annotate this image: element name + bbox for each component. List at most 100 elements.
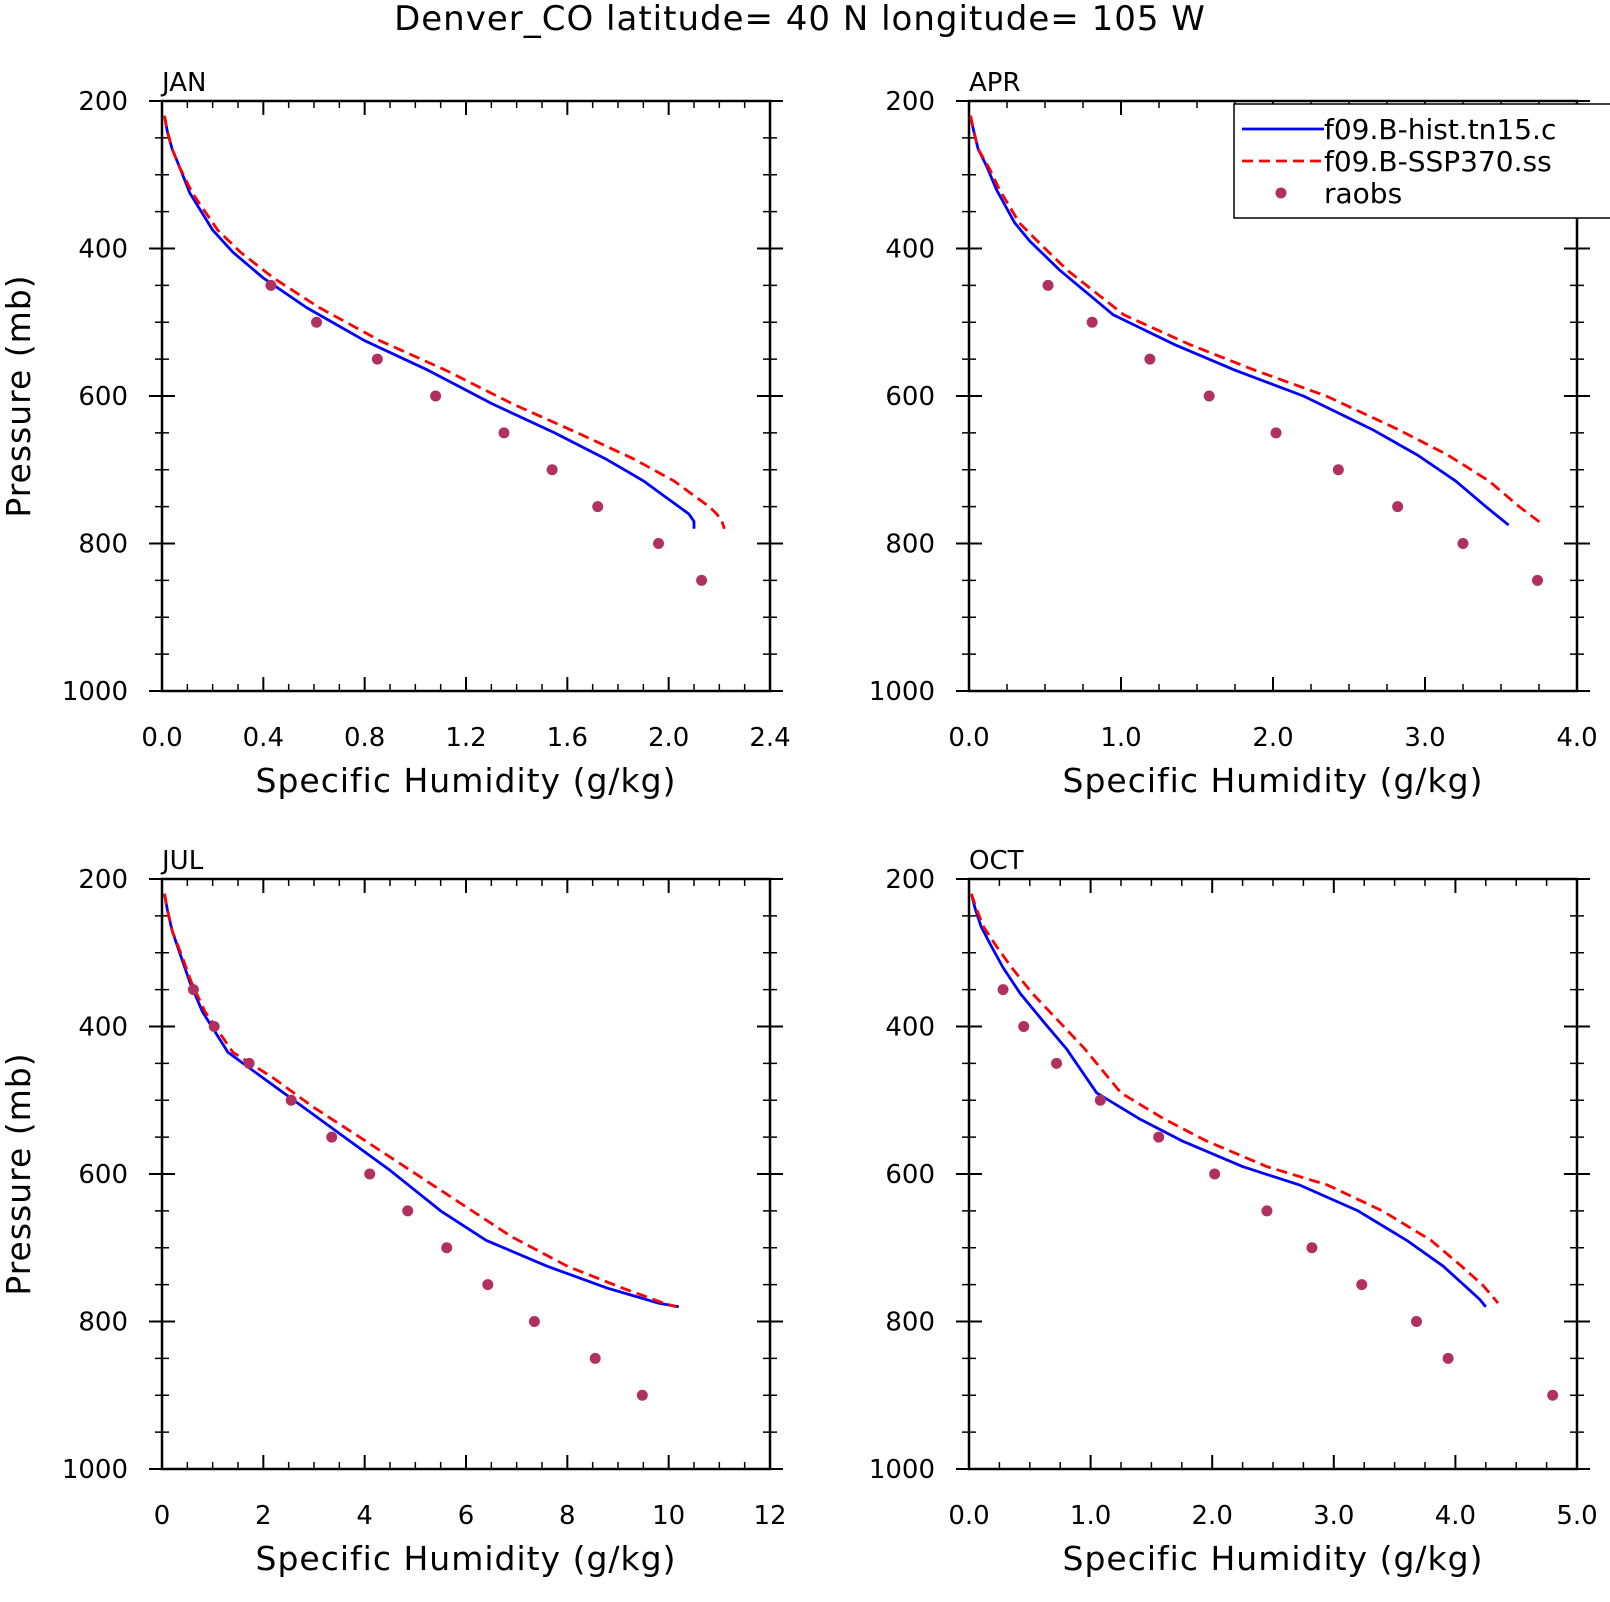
x-axis-label: Specific Humidity (g/kg) (256, 1539, 677, 1578)
raobs-point (1209, 1168, 1221, 1180)
raobs-point (1457, 538, 1469, 549)
legend-label: f09.B-hist.tn15.c (1324, 113, 1556, 146)
x-tick-label: 2.0 (648, 723, 689, 753)
x-tick-label: 1.0 (1100, 723, 1141, 753)
raobs-point (1442, 1352, 1454, 1364)
raobs-point (482, 1279, 494, 1291)
panel-jul: 0 2 4 6 8 10 12 200 400 600 800 1000 JUL Specific Hum… (0, 846, 787, 1578)
x-tick-label: 12 (753, 1501, 786, 1531)
x-axis-label: Specific Humidity (g/kg) (1063, 1539, 1484, 1578)
y-tick-label: 1000 (62, 1455, 128, 1485)
raobs-point (528, 1316, 540, 1327)
legend-item-f09-b-ssp370-ss: f09.B-SSP370.ss (1242, 145, 1552, 178)
raobs-point (589, 1352, 601, 1364)
x-tick-label: 8 (559, 1501, 576, 1531)
y-tick-label: 1000 (869, 1455, 935, 1485)
chart-panels: 0.0 0.4 0.8 1.2 1.6 2.0 2.4 200 400 600 800 1000 JAN… (0, 68, 1598, 1578)
x-tick-label: 0.0 (948, 1501, 989, 1531)
x-tick-label: 0.4 (243, 723, 284, 753)
raobs-point (371, 353, 383, 365)
legend-label: f09.B-SSP370.ss (1324, 145, 1552, 178)
plot-frame (160, 877, 772, 1471)
x-tick-label: 3.0 (1313, 1501, 1354, 1531)
y-tick-label: 600 (885, 1160, 935, 1190)
raobs-point (1410, 1316, 1422, 1327)
raobs-point (1356, 1279, 1368, 1291)
raobs-point (265, 279, 277, 291)
legend-item-f09-b-hist-tn15-c: f09.B-hist.tn15.c (1242, 113, 1556, 146)
x-tick-label: 5.0 (1556, 1501, 1597, 1531)
x-tick-label: 1.0 (1070, 1501, 1111, 1531)
x-tick-label: 0.0 (141, 723, 182, 753)
raobs-point (498, 427, 510, 439)
series-line-f09-b-ssp370-ss (163, 115, 726, 530)
y-tick-label: 800 (78, 530, 128, 560)
series-line-f09-b-hist-tn15-c (163, 893, 680, 1309)
y-tick-label: 400 (78, 1013, 128, 1043)
x-tick-label: 0 (154, 1501, 171, 1531)
x-axis-label: Specific Humidity (g/kg) (256, 761, 677, 800)
series-line-f09-b-ssp370-ss (969, 115, 1545, 527)
x-axis-label: Specific Humidity (g/kg) (1063, 761, 1484, 800)
raobs-point (997, 984, 1009, 996)
x-tick-label: 2.0 (1252, 723, 1293, 753)
x-tick-label: 4.0 (1556, 723, 1597, 753)
y-tick-label: 400 (885, 1013, 935, 1043)
y-tick-label: 200 (885, 87, 935, 117)
y-axis-label: Pressure (mb) (0, 274, 38, 517)
y-tick-label: 200 (78, 87, 128, 117)
x-tick-label: 4.0 (1435, 1501, 1476, 1531)
raobs-point (1203, 390, 1215, 402)
raobs-point (592, 501, 604, 513)
figure-title: Denver_CO latitude= 40 N longitude= 105 … (394, 0, 1206, 39)
panel-label: APR (969, 68, 1021, 98)
raobs-point (1018, 1021, 1030, 1032)
raobs-point (1086, 316, 1098, 328)
raobs-point (285, 1094, 297, 1106)
raobs-point (1531, 574, 1543, 586)
raobs-point (1144, 353, 1156, 365)
x-tick-label: 1.6 (547, 723, 588, 753)
y-tick-label: 600 (78, 1160, 128, 1190)
plot-frame (967, 877, 1579, 1471)
panel-apr: 0.0 1.0 2.0 3.0 4.0 200 400 600 800 1000 APR Specif… (869, 68, 1598, 800)
raobs-point (1392, 501, 1404, 513)
legend-marker (1275, 187, 1287, 199)
y-tick-label: 600 (78, 382, 128, 412)
raobs-point (636, 1389, 648, 1401)
y-tick-label: 400 (885, 235, 935, 265)
y-tick-label: 400 (78, 235, 128, 265)
raobs-point (243, 1057, 255, 1069)
panel-jan: 0.0 0.4 0.8 1.2 1.6 2.0 2.4 200 400 600 800 1000 JAN… (0, 68, 791, 800)
x-tick-label: 2.4 (749, 723, 790, 753)
raobs-point (326, 1131, 338, 1143)
legend-label: raobs (1324, 177, 1402, 210)
y-axis-label: Pressure (mb) (0, 1052, 38, 1295)
raobs-point (441, 1242, 453, 1254)
raobs-point (1051, 1057, 1063, 1069)
x-tick-label: 10 (652, 1501, 685, 1531)
raobs-point (208, 1021, 220, 1032)
raobs-point (430, 390, 442, 402)
y-tick-label: 800 (885, 530, 935, 560)
series-line-f09-b-ssp370-ss (970, 893, 1500, 1304)
y-tick-label: 600 (885, 382, 935, 412)
raobs-point (1094, 1094, 1106, 1106)
x-tick-label: 2.0 (1192, 1501, 1233, 1531)
raobs-point (653, 538, 665, 549)
raobs-point (1547, 1389, 1559, 1401)
y-tick-label: 800 (885, 1308, 935, 1338)
panel-oct: 0.0 1.0 2.0 3.0 4.0 5.0 200 400 600 800 1000 OCT Spe… (869, 846, 1598, 1578)
y-tick-label: 1000 (62, 677, 128, 707)
y-tick-label: 200 (885, 865, 935, 895)
y-tick-label: 800 (78, 1308, 128, 1338)
raobs-point (1042, 279, 1054, 291)
x-tick-label: 0.0 (948, 723, 989, 753)
raobs-point (311, 316, 323, 328)
series-line-f09-b-ssp370-ss (163, 893, 677, 1309)
raobs-point (696, 574, 708, 586)
series-line-f09-b-hist-tn15-c (969, 115, 1510, 527)
series-line-f09-b-hist-tn15-c (970, 893, 1487, 1308)
raobs-point (402, 1205, 414, 1217)
